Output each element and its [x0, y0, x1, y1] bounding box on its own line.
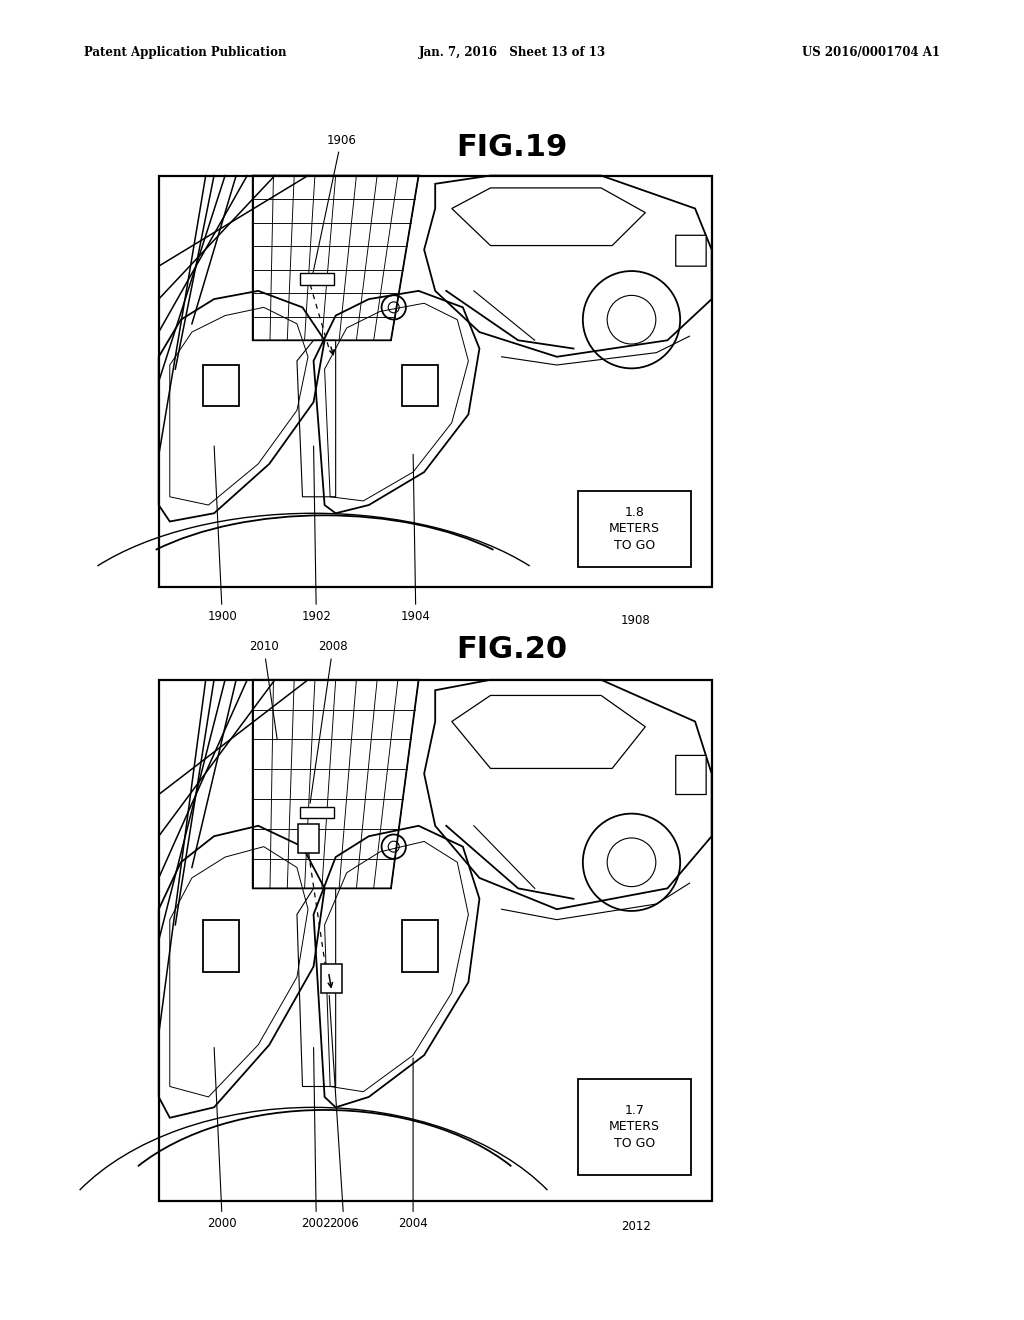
Text: 1902: 1902 — [301, 446, 331, 623]
Text: 1.7
METERS
TO GO: 1.7 METERS TO GO — [609, 1104, 660, 1150]
Bar — [159, 176, 712, 587]
FancyBboxPatch shape — [676, 755, 707, 795]
Text: 2000: 2000 — [208, 1048, 238, 1230]
Text: 1904: 1904 — [401, 454, 431, 623]
Bar — [578, 491, 691, 566]
Bar — [578, 1078, 691, 1175]
Text: 2004: 2004 — [398, 1059, 428, 1230]
Text: 2012: 2012 — [621, 1220, 651, 1233]
Bar — [402, 366, 438, 407]
Text: 1906: 1906 — [311, 133, 356, 281]
Text: 2008: 2008 — [310, 640, 348, 804]
Bar — [300, 807, 334, 818]
Text: Patent Application Publication: Patent Application Publication — [84, 46, 287, 59]
Bar — [300, 273, 334, 285]
Text: 1.8
METERS
TO GO: 1.8 METERS TO GO — [609, 506, 660, 552]
Bar — [402, 920, 438, 972]
Text: 1900: 1900 — [208, 446, 238, 623]
Bar — [203, 920, 239, 972]
Text: 2010: 2010 — [249, 640, 279, 739]
Text: Jan. 7, 2016   Sheet 13 of 13: Jan. 7, 2016 Sheet 13 of 13 — [419, 46, 605, 59]
Bar — [298, 824, 319, 853]
Bar — [322, 964, 342, 993]
FancyBboxPatch shape — [676, 235, 707, 267]
Text: 2002: 2002 — [301, 1048, 331, 1230]
Bar — [159, 680, 712, 1201]
Bar — [203, 366, 239, 407]
Text: FIG.20: FIG.20 — [457, 635, 567, 664]
Text: US 2016/0001704 A1: US 2016/0001704 A1 — [802, 46, 940, 59]
Text: 2006: 2006 — [329, 995, 358, 1230]
Text: FIG.19: FIG.19 — [457, 133, 567, 162]
Text: 1908: 1908 — [621, 614, 651, 627]
